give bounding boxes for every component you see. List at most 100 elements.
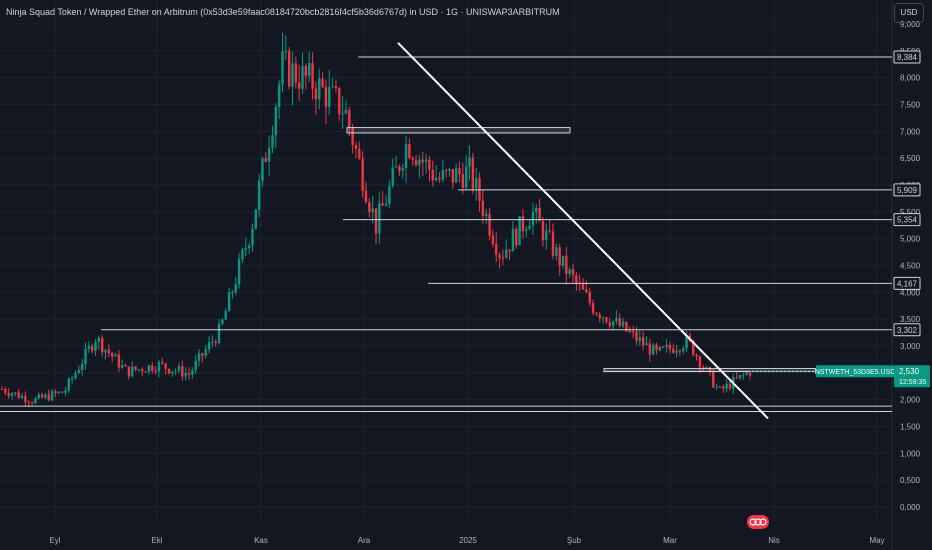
candle-body	[281, 51, 284, 85]
candle-body	[301, 66, 304, 89]
candle-body	[70, 378, 74, 380]
level-price-text: 4,167	[897, 279, 918, 288]
candle-body	[90, 345, 94, 351]
candle-body	[608, 322, 611, 327]
candle-body	[418, 159, 421, 166]
candle-body	[491, 235, 495, 245]
candle-body	[314, 88, 318, 100]
candle-body	[47, 394, 50, 401]
candle-body	[708, 367, 712, 372]
candle-body	[37, 394, 40, 399]
y-tick-label: 1,500	[900, 423, 921, 432]
candle-body	[621, 321, 625, 327]
candle-body	[244, 248, 247, 250]
price-axis[interactable]: 0,0000,5001,0001,5002,0002,5003,0003,500…	[900, 20, 921, 512]
level-price-text: 5,354	[897, 216, 918, 225]
candle-body	[287, 51, 291, 87]
x-tick-label: Ara	[358, 536, 371, 545]
candle-body	[454, 168, 458, 183]
candle-body	[575, 275, 578, 283]
candle-body	[682, 348, 685, 352]
candle-body	[224, 311, 227, 320]
candle-body	[161, 362, 164, 364]
candle-body	[0, 388, 4, 390]
candle-body	[87, 345, 91, 349]
current-price-badge	[894, 365, 930, 388]
candle-body	[668, 344, 672, 349]
candle-body	[27, 402, 30, 404]
y-tick-label: 3,000	[900, 342, 921, 351]
candle-body	[521, 216, 525, 232]
candle-body	[705, 367, 708, 369]
candle-body	[291, 63, 294, 87]
candle-body	[722, 386, 725, 389]
candle-body	[515, 228, 518, 246]
candle-body	[164, 363, 167, 369]
x-tick-label: Nis	[768, 536, 780, 545]
current-price-value: 2,530	[899, 367, 920, 376]
trendline-group	[397, 42, 769, 420]
candle-body	[381, 203, 384, 206]
y-tick-label: 1,000	[900, 449, 921, 458]
candle-body	[495, 244, 498, 255]
candle-body	[144, 371, 147, 373]
candle-body	[464, 166, 468, 188]
candle-body	[558, 247, 561, 266]
candle-body	[177, 366, 181, 371]
candle-body	[34, 398, 37, 404]
candle-body	[571, 269, 575, 276]
x-tick-label: Kas	[254, 536, 268, 545]
candle-body	[374, 208, 378, 234]
candle-body	[231, 292, 234, 294]
candle-body	[585, 289, 588, 293]
x-tick-label: Eki	[151, 536, 162, 545]
symbol-label-box	[816, 365, 894, 378]
candle-body	[561, 255, 565, 266]
candle-body	[742, 374, 745, 376]
candle-body	[661, 346, 665, 348]
candle-body	[97, 338, 101, 343]
candle-body	[191, 370, 194, 375]
candle-body	[114, 354, 117, 357]
candle-body	[171, 371, 174, 374]
x-tick-label: 2025	[459, 536, 477, 545]
candle-body	[441, 170, 444, 180]
candle-body	[271, 135, 274, 149]
candle-body	[648, 343, 652, 355]
candle-body	[30, 402, 34, 404]
candle-body	[601, 317, 605, 319]
candle-body	[318, 78, 321, 100]
candle-body	[555, 247, 558, 256]
y-tick-label: 3,500	[900, 315, 921, 324]
x-tick-label: Mar	[663, 536, 677, 545]
candle-body	[651, 344, 655, 355]
candle-body	[628, 331, 631, 333]
candle-body	[394, 166, 398, 168]
candle-body	[618, 318, 621, 327]
candle-body	[237, 259, 241, 285]
candle-body	[478, 177, 481, 201]
currency-button[interactable]: USD	[894, 3, 924, 23]
candle-body	[124, 364, 127, 367]
candle-body	[641, 337, 645, 346]
time-axis[interactable]: Eyl Eki Kas Ara 2025 Şub Mar Nis May	[49, 536, 884, 545]
candle-body	[214, 341, 217, 344]
candle-body	[525, 229, 528, 232]
candle-body	[328, 87, 331, 107]
candle-body	[434, 178, 438, 181]
candle-body	[341, 113, 344, 115]
candle-body	[548, 230, 551, 232]
y-tick-label: 7,500	[900, 101, 921, 110]
candle-body	[207, 341, 211, 350]
candle-body	[695, 355, 698, 357]
candle-body	[137, 369, 141, 371]
candle-body	[261, 158, 264, 181]
candle-body	[625, 321, 628, 332]
tradingview-logo[interactable]	[747, 515, 769, 534]
candle-body	[735, 377, 738, 379]
candle-body	[611, 321, 615, 327]
candle-body	[474, 177, 478, 189]
candle-body	[551, 231, 555, 256]
level-price-badge	[893, 50, 921, 64]
